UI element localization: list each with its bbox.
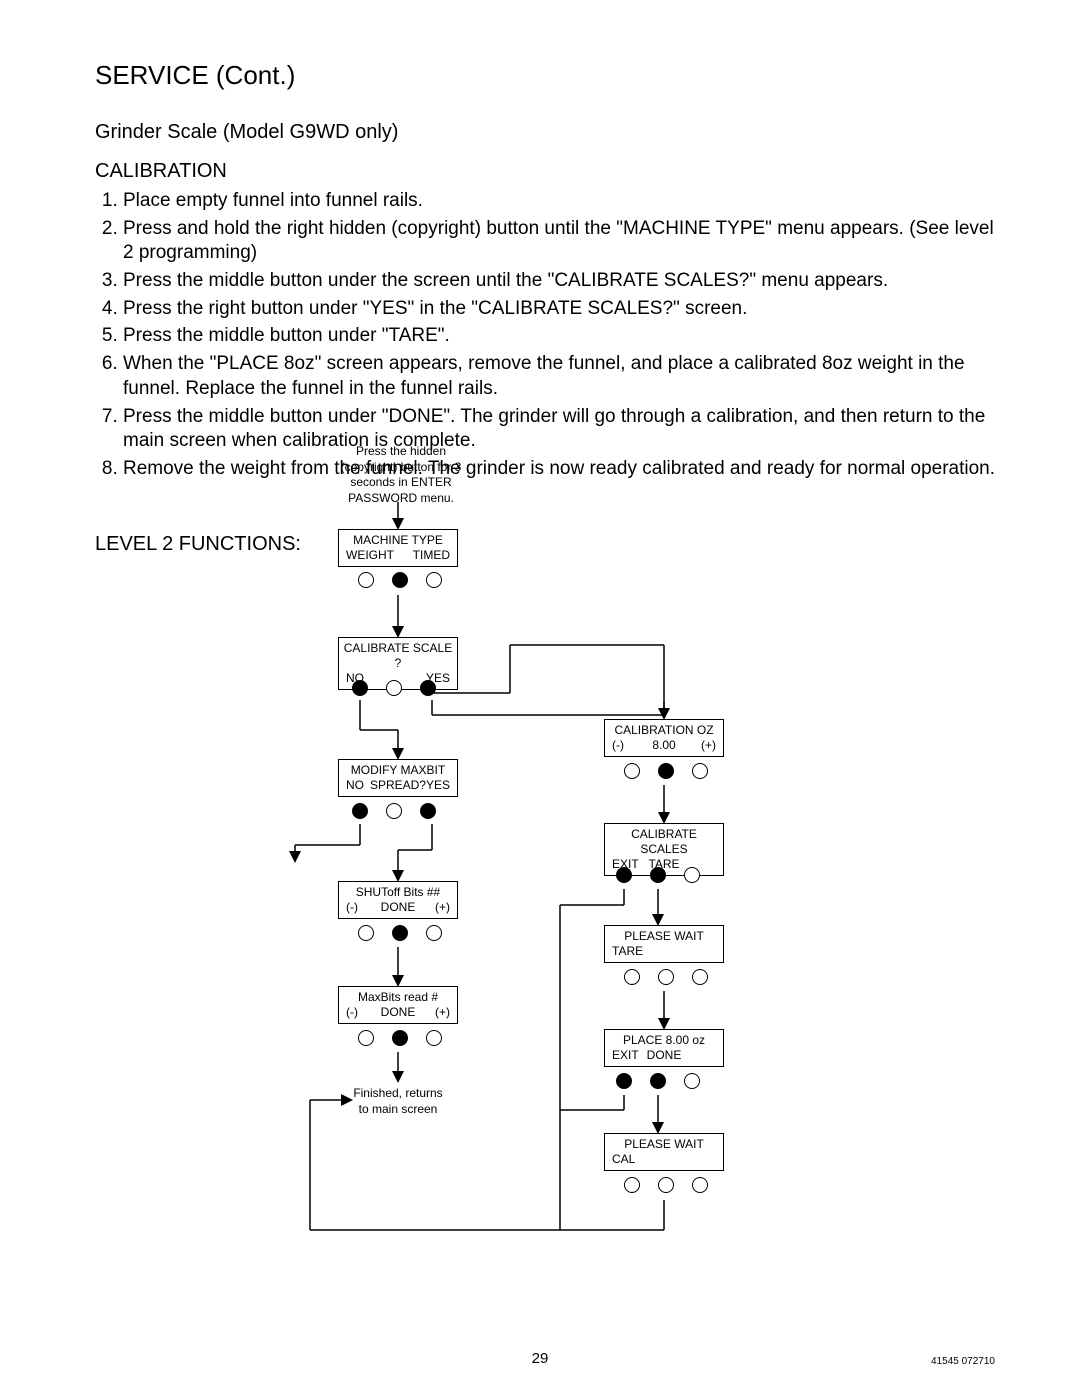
doc-number: 41545 072710 bbox=[931, 1356, 995, 1367]
flowchart-lines bbox=[0, 0, 1080, 1397]
page-number: 29 bbox=[0, 1350, 1080, 1367]
